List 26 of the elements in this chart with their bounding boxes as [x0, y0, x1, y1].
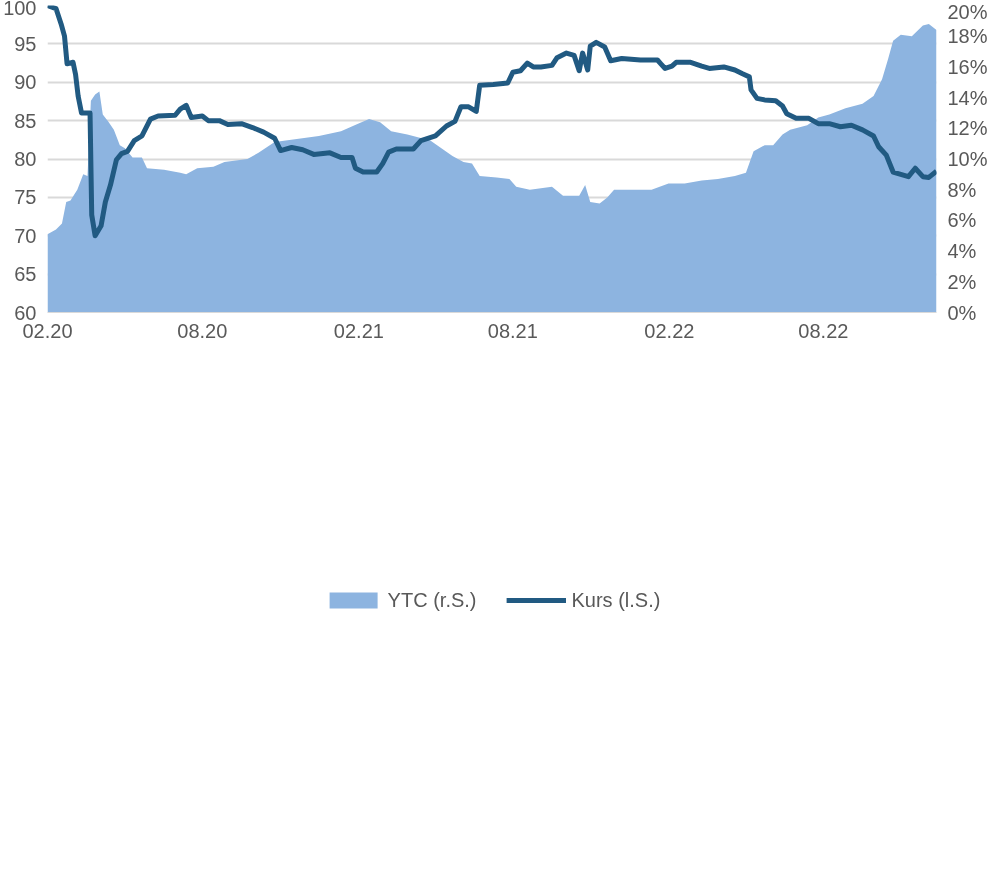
y-tick-label: 85 — [14, 109, 37, 132]
y-tick-label: 80 — [14, 148, 37, 170]
y-tick-label: 95 — [14, 32, 37, 55]
x-tick-label: 02.22 — [644, 319, 695, 342]
y2-tick-label: 2% — [947, 270, 977, 293]
x-tick-label: 02.21 — [333, 319, 384, 342]
y2-tick-label: 0% — [947, 301, 977, 324]
y-tick-label: 70 — [14, 224, 37, 247]
y2-tick-label: 20% — [947, 0, 988, 23]
y-tick-label: 100 — [3, 0, 37, 19]
y2-tick-label: 10% — [947, 148, 988, 170]
y2-tick-label: 4% — [947, 240, 977, 263]
x-tick-label: 08.20 — [177, 319, 228, 342]
y2-tick-label: 6% — [947, 209, 977, 232]
y-tick-label: 90 — [14, 71, 37, 94]
legend-label: Kurs (l.S.) — [571, 588, 661, 612]
y2-tick-label: 18% — [947, 25, 988, 48]
x-tick-label: 08.21 — [487, 319, 538, 342]
y2-tick-label: 8% — [947, 178, 977, 201]
x-tick-label: 08.22 — [798, 319, 849, 342]
y2-tick-label: 12% — [947, 117, 988, 140]
y-tick-label: 65 — [14, 263, 37, 286]
y2-tick-label: 16% — [947, 55, 988, 78]
legend-label: YTC (r.S.) — [387, 588, 477, 612]
y2-tick-label: 14% — [947, 86, 988, 109]
y-tick-label: 75 — [14, 186, 37, 209]
